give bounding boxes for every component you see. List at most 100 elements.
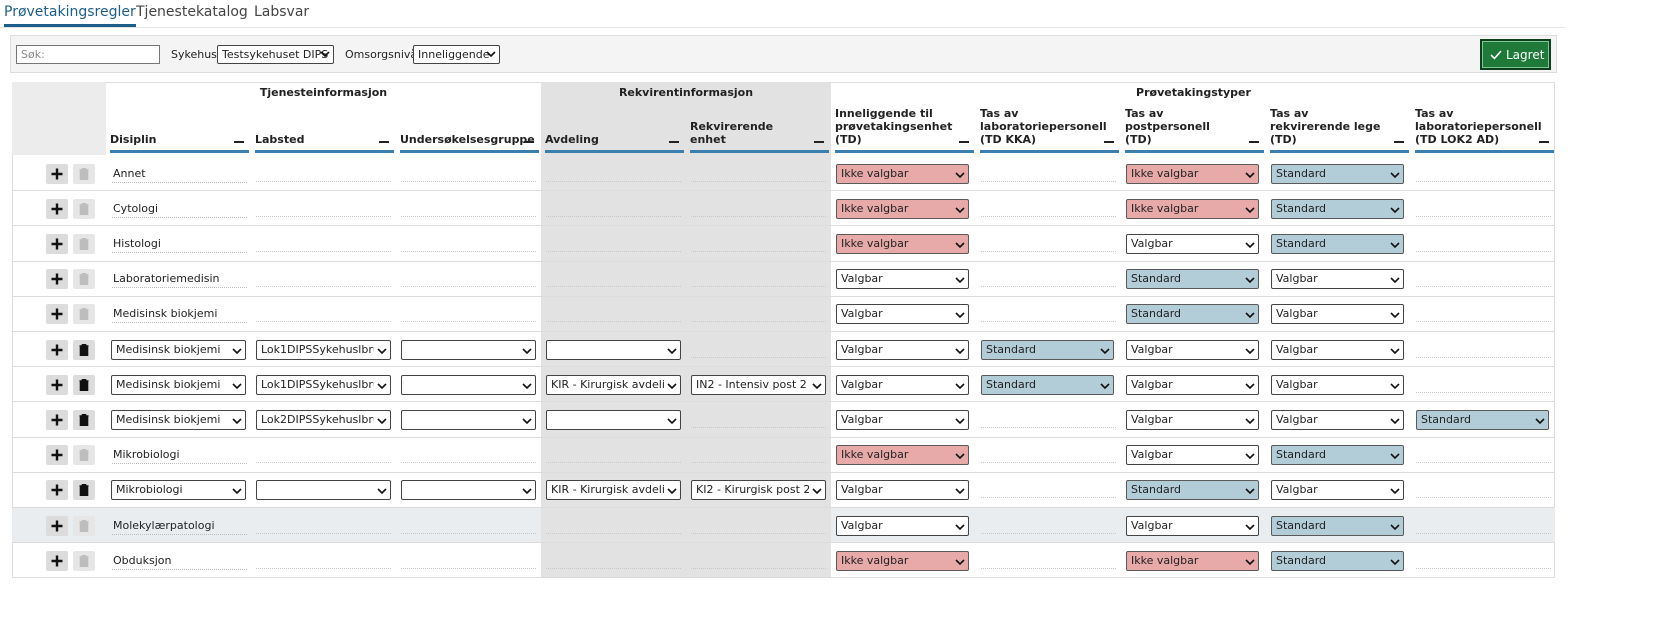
cell-select[interactable]: Ikke valgbar (1126, 550, 1259, 571)
cell-select[interactable]: Standard (1126, 269, 1259, 290)
add-button[interactable] (46, 198, 68, 219)
cell-select[interactable]: Medisinsk biokjemi (111, 339, 246, 360)
cell-select[interactable] (401, 480, 536, 501)
cell-select[interactable]: Standard (1271, 550, 1404, 571)
collapse-icon[interactable] (524, 141, 534, 143)
cell-select[interactable]: Standard (981, 339, 1114, 360)
cell-select[interactable] (401, 374, 536, 395)
cell-select[interactable]: Ikke valgbar (836, 550, 969, 571)
empty-cell (691, 180, 826, 182)
cell-select[interactable]: Valgbar (836, 304, 969, 325)
cell-select[interactable]: Valgbar (1271, 304, 1404, 325)
cell-select[interactable]: Ikke valgbar (836, 163, 969, 184)
cell-select[interactable]: Ikke valgbar (836, 234, 969, 254)
cell-select[interactable]: Valgbar (1271, 269, 1404, 290)
cell-select[interactable]: Valgbar (836, 515, 969, 536)
add-button[interactable] (46, 234, 68, 254)
cell-select[interactable]: Valgbar (1126, 339, 1259, 360)
cell-select[interactable]: Mikrobiologi (111, 480, 246, 501)
collapse-icon[interactable] (379, 141, 389, 143)
cell-select[interactable] (401, 410, 536, 430)
cell-select[interactable]: Standard (1126, 304, 1259, 325)
select-value: Ikke valgbar (841, 553, 909, 567)
add-button[interactable] (46, 445, 68, 466)
save-button[interactable]: Lagret (1480, 39, 1551, 70)
collapse-icon[interactable] (1539, 141, 1549, 143)
cell-select[interactable]: IN2 - Intensiv post 2 (691, 374, 826, 395)
cell-select[interactable] (546, 410, 681, 430)
tab[interactable]: Labsvar (254, 4, 310, 20)
cell-select[interactable]: Valgbar (1271, 339, 1404, 360)
empty-cell (401, 180, 536, 182)
collapse-icon[interactable] (669, 141, 679, 143)
chevron (1245, 418, 1255, 425)
empty-cell (981, 497, 1116, 499)
cell-select[interactable]: Standard (1271, 234, 1404, 254)
cell-select[interactable]: Valgbar (836, 410, 969, 430)
cell-select[interactable]: Valgbar (836, 374, 969, 395)
search-input[interactable]: Søk: (16, 45, 160, 64)
add-button[interactable] (46, 410, 68, 430)
chevron (667, 383, 677, 389)
cell-select[interactable]: Standard (1416, 410, 1549, 430)
cell-select[interactable]: Valgbar (836, 339, 969, 360)
empty-cell (981, 567, 1116, 569)
collapse-icon[interactable] (1104, 141, 1114, 143)
collapse-icon[interactable] (959, 141, 969, 143)
sykehus-select[interactable]: Testsykehuset DIPS (217, 45, 334, 64)
chevron-shape (955, 453, 965, 460)
cell-select[interactable]: Valgbar (1126, 515, 1259, 536)
collapse-icon[interactable] (1394, 141, 1404, 143)
cell-select[interactable] (256, 480, 391, 501)
cell-select[interactable]: Standard (981, 374, 1114, 395)
cell-select[interactable]: Ikke valgbar (1126, 198, 1259, 219)
cell-select[interactable]: Valgbar (1271, 410, 1404, 430)
add-button[interactable] (46, 480, 68, 501)
cell-select[interactable]: Valgbar (836, 480, 969, 501)
tab[interactable]: Prøvetakingsregler (4, 4, 136, 27)
cell-select[interactable]: KIR - Kirurgisk avdelin (546, 374, 681, 395)
cell-select[interactable]: Lok2DIPSSykehuslbruk (256, 410, 391, 430)
add-button[interactable] (46, 374, 68, 395)
collapse-icon[interactable] (814, 141, 824, 143)
cell-select[interactable]: Valgbar (1126, 410, 1259, 430)
cell-select[interactable]: Ikke valgbar (836, 198, 969, 219)
cell-select[interactable]: KI2 - Kirurgisk post 2 (691, 480, 826, 501)
tab[interactable]: Tjenestekatalog (136, 4, 248, 20)
cell-select[interactable]: Valgbar (1126, 374, 1259, 395)
cell-select[interactable]: Valgbar (1126, 234, 1259, 254)
omsorg-select[interactable]: Inneliggende (413, 45, 500, 64)
cell-select[interactable] (546, 339, 681, 360)
cell-select[interactable]: Medisinsk biokjemi (111, 374, 246, 395)
select-value: Medisinsk biokjemi (116, 413, 221, 426)
add-button[interactable] (46, 269, 68, 290)
chevron-shape (955, 524, 965, 530)
cell-select[interactable]: Standard (1271, 163, 1404, 184)
add-button[interactable] (46, 550, 68, 571)
add-button[interactable] (46, 339, 68, 360)
cell-select[interactable]: Valgbar (836, 269, 969, 290)
cell-select[interactable]: Medisinsk biokjemi (111, 410, 246, 430)
cell-select[interactable]: KIR - Kirurgisk avdelin (546, 480, 681, 501)
collapse-icon[interactable] (234, 141, 244, 143)
cell-select[interactable]: Valgbar (1126, 445, 1259, 466)
collapse-icon[interactable] (1249, 141, 1259, 143)
delete-button[interactable] (73, 339, 95, 360)
cell-select[interactable]: Standard (1271, 445, 1404, 466)
cell-select[interactable]: Standard (1271, 198, 1404, 219)
cell-select[interactable]: Ikke valgbar (1126, 163, 1259, 184)
cell-select[interactable]: Standard (1126, 480, 1259, 501)
add-button[interactable] (46, 515, 68, 536)
add-button[interactable] (46, 304, 68, 325)
delete-button[interactable] (73, 374, 95, 395)
cell-select[interactable]: Standard (1271, 515, 1404, 536)
cell-select[interactable]: Valgbar (1271, 374, 1404, 395)
add-button[interactable] (46, 163, 68, 184)
cell-select[interactable]: Ikke valgbar (836, 445, 969, 466)
delete-button[interactable] (73, 410, 95, 430)
cell-select[interactable] (401, 339, 536, 360)
cell-select[interactable]: Lok1DIPSSykehuslbruk (256, 339, 391, 360)
cell-select[interactable]: Lok1DIPSSykehuslbruk (256, 374, 391, 395)
cell-select[interactable]: Valgbar (1271, 480, 1404, 501)
delete-button[interactable] (73, 480, 95, 501)
